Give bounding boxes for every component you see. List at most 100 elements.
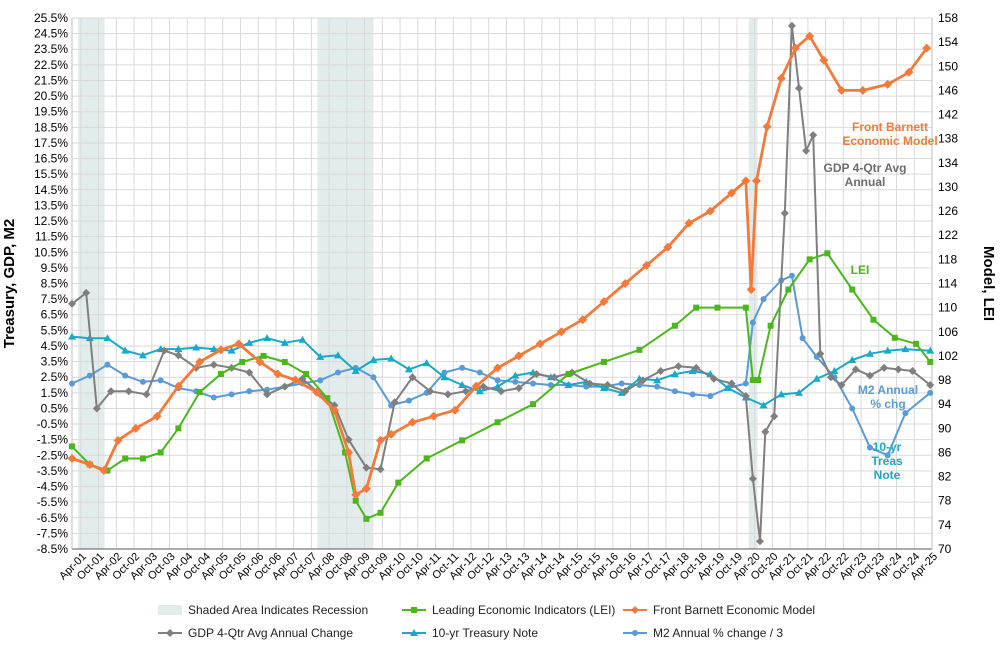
data-point-10-yr-treasury-note — [564, 381, 573, 389]
series-annotation: GDP 4-Qtr Avg — [824, 161, 907, 175]
data-point-front-barnett-economic-model — [922, 43, 932, 53]
data-point-gdp-4-qtr-avg-annual-change — [795, 84, 804, 93]
data-point-front-barnett-economic-model — [471, 381, 481, 391]
data-point-leading-economic-indicators-lei — [891, 334, 898, 341]
data-point-10-yr-treasury-note — [103, 334, 112, 342]
data-point-10-yr-treasury-note — [280, 338, 289, 346]
y-left-tick-label: -3.5% — [37, 464, 69, 478]
data-point-leading-economic-indicators-lei — [494, 419, 501, 426]
y-left-tick-label: -2.5% — [37, 448, 69, 462]
series-line-leading-economic-indicators-lei — [71, 252, 931, 520]
data-point-m2-annual-change-3 — [139, 378, 146, 385]
data-point-gdp-4-qtr-avg-annual-change — [780, 209, 789, 218]
data-point-10-yr-treasury-note — [245, 338, 254, 346]
data-point-gdp-4-qtr-avg-annual-change — [770, 412, 779, 421]
legend-label: GDP 4-Qtr Avg Annual Change — [188, 626, 353, 640]
data-point-front-barnett-economic-model — [255, 357, 265, 367]
data-point-m2-annual-change-3 — [370, 374, 377, 381]
data-point-gdp-4-qtr-avg-annual-change — [443, 390, 452, 399]
y-left-tick-label: -0.5% — [37, 417, 69, 431]
y-left-tick-label: -7.5% — [37, 526, 69, 540]
data-point-m2-annual-change-3 — [317, 377, 324, 384]
data-point-front-barnett-economic-model — [727, 188, 737, 198]
data-point-10-yr-treasury-note — [493, 382, 502, 390]
data-point-gdp-4-qtr-avg-annual-change — [408, 373, 417, 382]
data-point-gdp-4-qtr-avg-annual-change — [826, 373, 835, 382]
y-left-tick-label: 23.5% — [34, 42, 68, 56]
data-point-10-yr-treasury-note — [174, 345, 183, 353]
data-point-m2-annual-change-3 — [210, 394, 217, 401]
data-point-leading-economic-indicators-lei — [377, 509, 384, 516]
data-point-gdp-4-qtr-avg-annual-change — [865, 371, 874, 380]
legend-swatch — [158, 605, 182, 615]
y-right-tick-label: 94 — [938, 397, 952, 411]
data-point-front-barnett-economic-model — [273, 369, 283, 379]
data-point-m2-annual-change-3 — [707, 392, 714, 399]
data-point-gdp-4-qtr-avg-annual-change — [816, 349, 825, 358]
y-right-tick-label: 86 — [938, 445, 952, 459]
data-point-leading-economic-indicators-lei — [927, 358, 934, 365]
data-point-front-barnett-economic-model — [751, 176, 761, 186]
series-annotation: Treas — [871, 454, 903, 468]
data-point-leading-economic-indicators-lei — [324, 395, 331, 402]
data-point-10-yr-treasury-note — [458, 381, 467, 389]
series-annotation: 10-yr — [873, 440, 902, 454]
data-point-front-barnett-economic-model — [152, 411, 162, 421]
data-point-10-yr-treasury-note — [263, 334, 272, 342]
y-left-tick-label: 6.5% — [41, 308, 69, 322]
data-point-m2-annual-change-3 — [902, 410, 909, 417]
data-point-m2-annual-change-3 — [228, 391, 235, 398]
data-point-front-barnett-economic-model — [776, 73, 786, 83]
data-point-gdp-4-qtr-avg-annual-change — [142, 390, 151, 399]
data-point-10-yr-treasury-note — [192, 343, 201, 351]
data-point-leading-economic-indicators-lei — [423, 455, 430, 462]
data-point-leading-economic-indicators-lei — [395, 479, 402, 486]
data-point-m2-annual-change-3 — [476, 369, 483, 376]
data-point-m2-annual-change-3 — [494, 377, 501, 384]
data-point-gdp-4-qtr-avg-annual-change — [390, 398, 399, 407]
legend-label: Leading Economic Indicators (LEI) — [432, 603, 615, 617]
y-right-tick-label: 142 — [938, 108, 958, 122]
y-right-tick-label: 122 — [938, 228, 958, 242]
series-annotation: % chg — [870, 397, 905, 411]
data-point-gdp-4-qtr-avg-annual-change — [761, 427, 770, 436]
data-point-m2-annual-change-3 — [459, 364, 466, 371]
data-point-leading-economic-indicators-lei — [849, 286, 856, 293]
data-point-leading-economic-indicators-lei — [693, 304, 700, 311]
data-point-gdp-4-qtr-avg-annual-change — [802, 146, 811, 155]
data-point-gdp-4-qtr-avg-annual-change — [692, 363, 701, 372]
data-point-gdp-4-qtr-avg-annual-change — [344, 435, 353, 444]
data-point-gdp-4-qtr-avg-annual-change — [461, 387, 470, 396]
y-left-tick-label: 14.5% — [34, 183, 68, 197]
data-point-gdp-4-qtr-avg-annual-change — [926, 381, 935, 390]
data-point-front-barnett-economic-model — [329, 405, 339, 415]
data-point-gdp-4-qtr-avg-annual-change — [82, 288, 91, 297]
y-right-tick-label: 130 — [938, 180, 958, 194]
data-point-leading-economic-indicators-lei — [767, 322, 774, 329]
data-point-10-yr-treasury-note — [848, 356, 857, 364]
data-point-gdp-4-qtr-avg-annual-change — [209, 360, 218, 369]
y-right-tick-label: 146 — [938, 83, 958, 97]
data-point-front-barnett-economic-model — [819, 55, 829, 65]
legend-swatch-marker — [631, 606, 639, 614]
data-point-m2-annual-change-3 — [246, 388, 253, 395]
y-left-tick-label: -4.5% — [37, 480, 69, 494]
data-point-leading-economic-indicators-lei — [122, 455, 129, 462]
data-point-leading-economic-indicators-lei — [785, 286, 792, 293]
data-point-gdp-4-qtr-avg-annual-change — [787, 21, 796, 30]
data-point-10-yr-treasury-note — [830, 366, 839, 374]
data-point-m2-annual-change-3 — [849, 405, 856, 412]
y-right-tick-label: 78 — [938, 494, 952, 508]
data-point-leading-economic-indicators-lei — [806, 256, 813, 263]
data-point-10-yr-treasury-note — [901, 345, 910, 353]
y-right-tick-label: 70 — [938, 542, 952, 556]
data-point-10-yr-treasury-note — [865, 349, 874, 357]
data-point-leading-economic-indicators-lei — [714, 304, 721, 311]
series-annotation: Annual — [845, 175, 886, 189]
series-annotation: Economic Model — [842, 134, 937, 148]
y-left-tick-label: 11.5% — [35, 230, 68, 244]
data-point-leading-economic-indicators-lei — [755, 377, 762, 384]
y-right-tick-label: 134 — [938, 156, 958, 170]
data-point-front-barnett-economic-model — [216, 345, 226, 355]
data-point-10-yr-treasury-note — [209, 345, 218, 353]
